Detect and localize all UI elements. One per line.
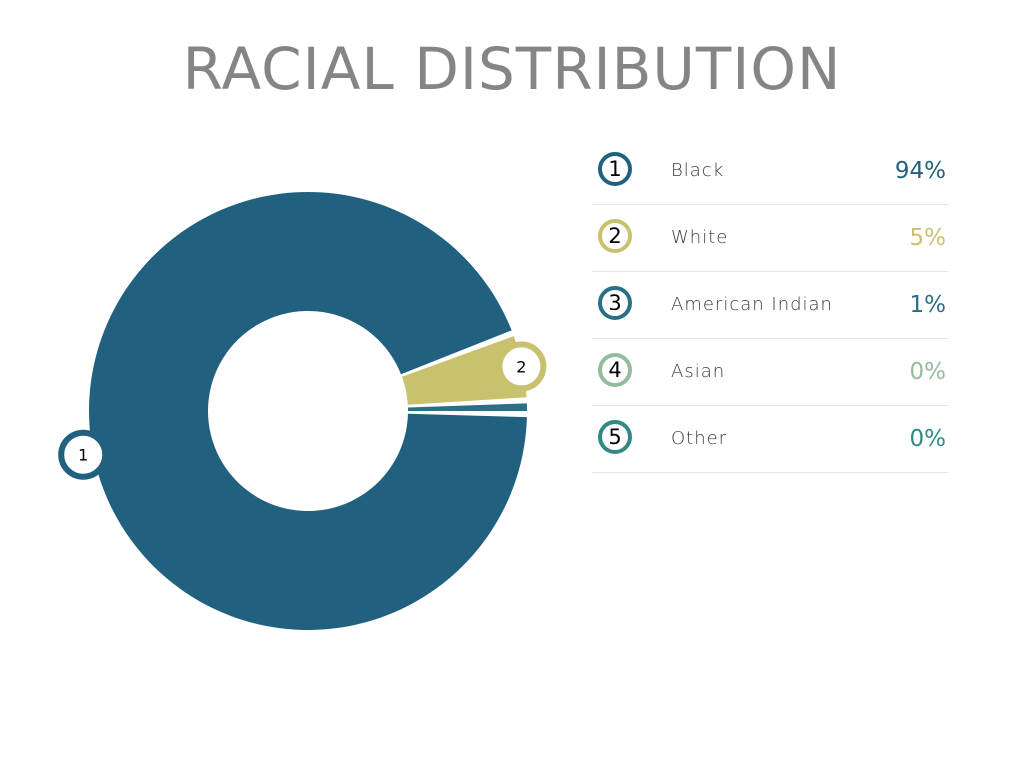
legend-label-asian: Asian: [671, 361, 726, 382]
legend-badge-3: 3: [598, 286, 632, 320]
legend: 1 Black 94% 2 White 5% 3 American Indian…: [592, 138, 948, 473]
slice-marker-label-2: 2: [516, 357, 526, 376]
slice-marker-label-1: 1: [78, 446, 88, 465]
donut-slice-black: [88, 191, 527, 630]
legend-value-white: 5%: [909, 225, 947, 251]
slice-marker-1: [58, 429, 109, 480]
legend-row-other: 5 Other 0%: [592, 406, 948, 473]
legend-badge-1: 1: [598, 152, 632, 186]
legend-label-american-indian: American Indian: [671, 294, 833, 315]
legend-value-black: 94%: [894, 158, 946, 184]
legend-label-black: Black: [671, 160, 725, 181]
legend-value-asian: 0%: [909, 359, 947, 385]
legend-row-black: 1 Black 94%: [592, 138, 948, 205]
chart-title: RACIAL DISTRIBUTION: [182, 35, 842, 103]
legend-row-asian: 4 Asian 0%: [592, 339, 948, 406]
legend-badge-2: 2: [598, 219, 632, 253]
legend-badge-5: 5: [598, 420, 632, 454]
legend-value-american-indian: 1%: [909, 292, 947, 318]
legend-label-white: White: [671, 227, 729, 248]
legend-row-american-indian: 3 American Indian 1%: [592, 272, 948, 339]
legend-badge-4: 4: [598, 353, 632, 387]
legend-row-white: 2 White 5%: [592, 205, 948, 272]
donut-slice-american-indian: [407, 403, 527, 411]
legend-value-other: 0%: [909, 426, 947, 452]
slice-marker-2: [496, 341, 547, 392]
donut-chart: 12: [58, 191, 547, 630]
donut-slice-white: [401, 336, 527, 405]
legend-label-other: Other: [671, 428, 728, 449]
